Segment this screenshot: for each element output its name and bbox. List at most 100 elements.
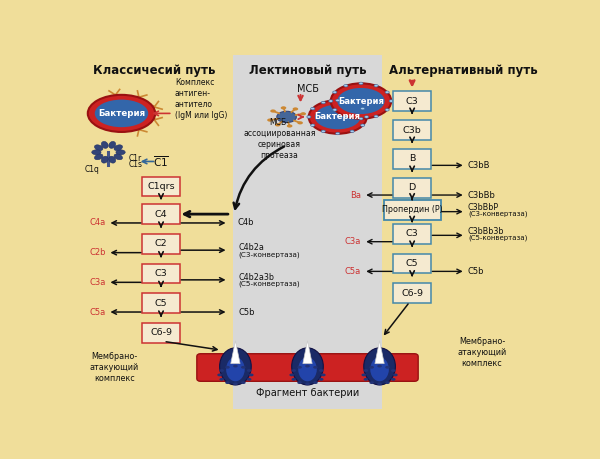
- Text: C3b: C3b: [403, 125, 421, 134]
- Text: C3: C3: [155, 269, 167, 278]
- Text: (С3-конвертаза): (С3-конвертаза): [239, 251, 301, 257]
- Ellipse shape: [292, 369, 296, 372]
- Text: C1qrs: C1qrs: [147, 182, 175, 191]
- Ellipse shape: [275, 123, 281, 127]
- Ellipse shape: [297, 381, 302, 384]
- FancyBboxPatch shape: [197, 354, 418, 381]
- FancyBboxPatch shape: [142, 204, 181, 224]
- Ellipse shape: [313, 381, 318, 384]
- Ellipse shape: [220, 348, 251, 385]
- Ellipse shape: [305, 365, 310, 368]
- Ellipse shape: [101, 141, 108, 148]
- Ellipse shape: [361, 374, 366, 376]
- Ellipse shape: [109, 156, 116, 163]
- Ellipse shape: [370, 366, 374, 369]
- Ellipse shape: [344, 115, 348, 118]
- Ellipse shape: [241, 381, 245, 384]
- Ellipse shape: [287, 124, 292, 128]
- Text: C3: C3: [406, 230, 419, 238]
- Ellipse shape: [249, 374, 254, 376]
- FancyBboxPatch shape: [393, 224, 431, 244]
- Text: D: D: [409, 184, 416, 192]
- Text: Бактерия: Бактерия: [338, 96, 384, 106]
- FancyBboxPatch shape: [142, 263, 181, 283]
- Ellipse shape: [277, 111, 296, 123]
- FancyBboxPatch shape: [393, 178, 431, 198]
- Ellipse shape: [333, 91, 337, 94]
- Text: C5: C5: [155, 299, 167, 308]
- FancyBboxPatch shape: [142, 323, 181, 343]
- Text: C1q: C1q: [85, 165, 99, 174]
- FancyBboxPatch shape: [393, 149, 431, 169]
- Ellipse shape: [389, 100, 393, 102]
- Text: Ва: Ва: [350, 190, 361, 200]
- Ellipse shape: [225, 381, 230, 384]
- Ellipse shape: [305, 382, 310, 385]
- Text: B: B: [409, 155, 415, 163]
- Ellipse shape: [94, 154, 103, 160]
- Ellipse shape: [385, 109, 389, 111]
- Text: Фрагмент бактерии: Фрагмент бактерии: [256, 388, 359, 398]
- Text: C4a: C4a: [89, 218, 106, 228]
- Ellipse shape: [350, 130, 354, 133]
- Ellipse shape: [315, 105, 361, 129]
- Text: C5: C5: [406, 259, 418, 268]
- Ellipse shape: [333, 109, 337, 111]
- Ellipse shape: [298, 121, 303, 124]
- Text: C5b: C5b: [239, 308, 255, 317]
- Ellipse shape: [321, 130, 325, 133]
- Text: C4: C4: [155, 210, 167, 218]
- Bar: [382, 55, 540, 409]
- Ellipse shape: [109, 141, 116, 148]
- Ellipse shape: [298, 357, 317, 381]
- Polygon shape: [303, 341, 312, 364]
- Text: C1r: C1r: [128, 154, 142, 163]
- Text: Альтернативный путь: Альтернативный путь: [389, 64, 538, 77]
- Text: С3bBb3b: С3bBb3b: [468, 227, 505, 235]
- Ellipse shape: [292, 378, 296, 381]
- Text: Лектиновый путь: Лектиновый путь: [248, 64, 367, 77]
- Ellipse shape: [101, 156, 108, 163]
- Ellipse shape: [331, 84, 391, 119]
- Ellipse shape: [217, 374, 222, 376]
- Ellipse shape: [220, 378, 224, 381]
- Ellipse shape: [377, 382, 382, 385]
- Ellipse shape: [116, 150, 125, 155]
- Text: C3: C3: [406, 96, 419, 106]
- Text: С3bBb: С3bBb: [468, 190, 496, 200]
- Text: Комплекс
антиген-
антитело
(IgM или IgG): Комплекс антиген- антитело (IgM или IgG): [175, 78, 227, 120]
- Ellipse shape: [364, 369, 368, 372]
- Text: МСБ-
ассоциированная
сериновая
протеаза: МСБ- ассоциированная сериновая протеаза: [244, 118, 316, 160]
- Text: С5а: С5а: [345, 267, 361, 276]
- Text: C3a: C3a: [89, 278, 106, 287]
- Text: С3а: С3а: [344, 237, 361, 246]
- Ellipse shape: [385, 91, 389, 94]
- Ellipse shape: [233, 365, 238, 368]
- Ellipse shape: [359, 118, 363, 120]
- Ellipse shape: [292, 348, 323, 385]
- Ellipse shape: [311, 124, 315, 127]
- Text: Классичесий путь: Классичесий путь: [93, 64, 215, 77]
- Ellipse shape: [393, 374, 398, 376]
- Ellipse shape: [319, 369, 323, 372]
- Text: (С3-конвертаза): (С3-конвертаза): [468, 211, 527, 218]
- Text: C1s: C1s: [128, 160, 142, 169]
- Ellipse shape: [226, 357, 245, 381]
- FancyBboxPatch shape: [383, 200, 441, 220]
- Text: С3bB: С3bB: [468, 161, 490, 170]
- FancyBboxPatch shape: [142, 177, 181, 196]
- Ellipse shape: [301, 112, 306, 115]
- Bar: [75, 55, 233, 409]
- Text: C2b: C2b: [89, 248, 106, 257]
- Ellipse shape: [335, 99, 340, 101]
- Ellipse shape: [385, 381, 390, 384]
- FancyBboxPatch shape: [393, 283, 431, 303]
- Ellipse shape: [370, 357, 389, 381]
- Text: С3bBbР: С3bBbР: [468, 202, 499, 212]
- Ellipse shape: [270, 109, 276, 112]
- Ellipse shape: [297, 366, 302, 369]
- Ellipse shape: [247, 378, 251, 381]
- Ellipse shape: [114, 145, 122, 151]
- Ellipse shape: [247, 369, 251, 372]
- Ellipse shape: [95, 100, 148, 127]
